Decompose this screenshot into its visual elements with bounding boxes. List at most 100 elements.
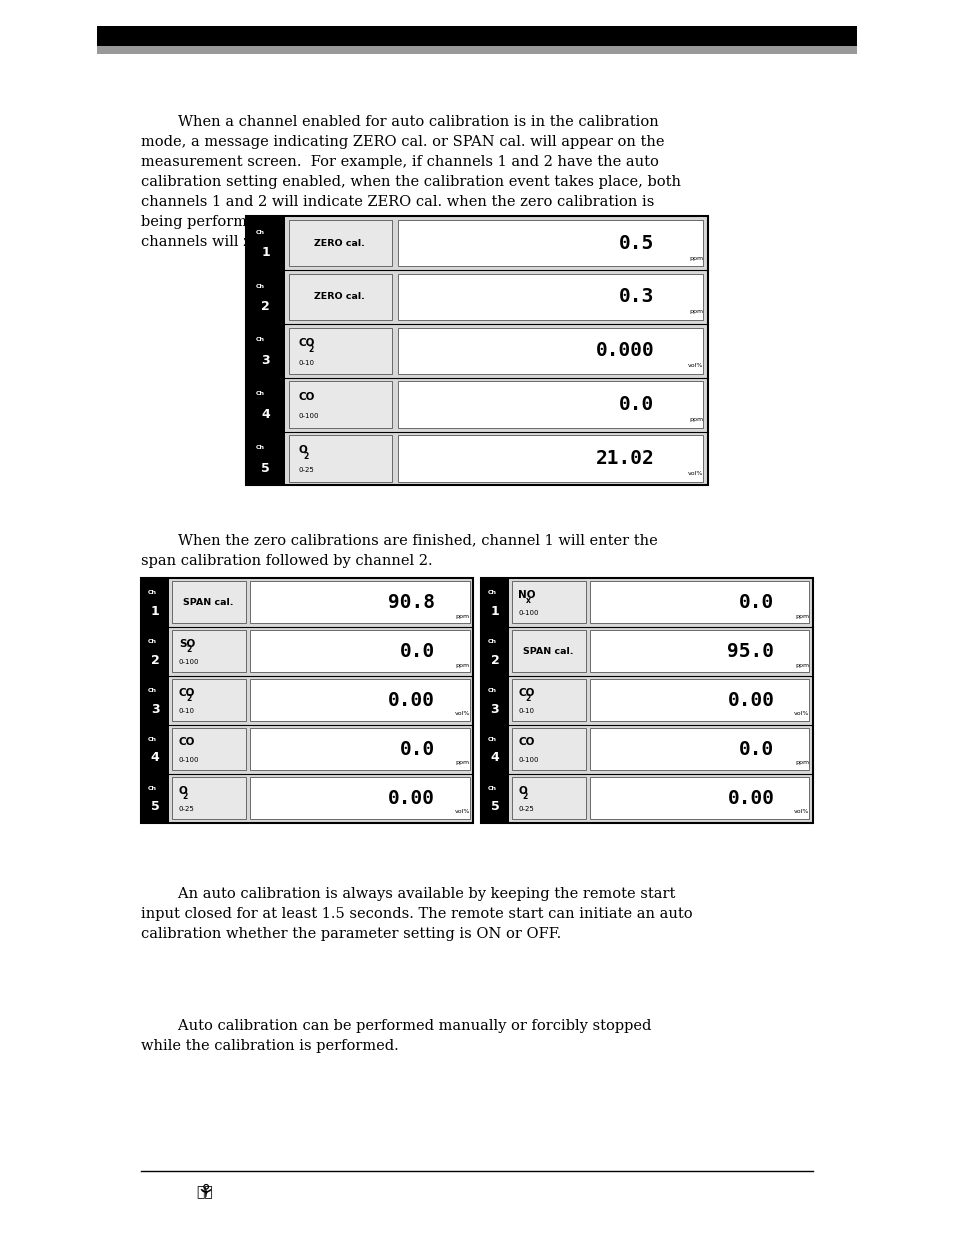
Text: 1: 1 (151, 605, 159, 618)
Text: 2: 2 (151, 653, 159, 667)
Text: Ch: Ch (255, 230, 265, 235)
Bar (172, 679, 246, 721)
Text: 0.0: 0.0 (618, 395, 654, 414)
Text: When a channel enabled for auto calibration is in the calibration
mode, a messag: When a channel enabled for auto calibrat… (141, 115, 680, 249)
Text: 5: 5 (151, 800, 159, 814)
Bar (250, 777, 470, 819)
Text: 2: 2 (186, 646, 192, 655)
Text: vol%: vol% (454, 711, 469, 716)
Bar (250, 679, 470, 721)
Text: ppm: ppm (795, 761, 808, 766)
Bar (511, 582, 585, 624)
Bar (397, 274, 702, 320)
Text: 2: 2 (261, 300, 270, 314)
Text: ⮭⮭: ⮭⮭ (196, 1186, 213, 1199)
Text: ppm: ppm (456, 761, 469, 766)
Text: Ch: Ch (487, 785, 497, 790)
Text: ppm: ppm (456, 662, 469, 668)
Text: 95.0: 95.0 (727, 642, 774, 661)
Text: 2: 2 (186, 694, 192, 703)
Text: 3: 3 (151, 703, 159, 715)
Bar (511, 729, 585, 771)
Text: O: O (178, 785, 188, 795)
Text: 2: 2 (525, 694, 531, 703)
Text: 0-100: 0-100 (178, 659, 199, 666)
Text: When the zero calibrations are finished, channel 1 will enter the
span calibrati: When the zero calibrations are finished,… (141, 534, 658, 568)
Bar (246, 324, 285, 378)
Bar (289, 327, 392, 374)
Bar (589, 679, 809, 721)
Text: Ch: Ch (255, 284, 265, 289)
Text: 0-25: 0-25 (517, 805, 534, 811)
Text: ppm: ppm (456, 614, 469, 619)
Text: 0-100: 0-100 (178, 757, 199, 763)
Text: x: x (525, 597, 530, 605)
Text: 21.02: 21.02 (595, 450, 654, 468)
Text: SPAN cal.: SPAN cal. (522, 647, 573, 656)
Text: 4: 4 (490, 751, 498, 764)
Text: vol%: vol% (793, 711, 808, 716)
Bar (172, 582, 246, 624)
Text: Ch: Ch (148, 590, 157, 595)
Text: CO: CO (178, 688, 195, 698)
Bar (246, 216, 707, 485)
Text: vol%: vol% (687, 471, 702, 475)
Bar (511, 679, 585, 721)
Bar (589, 729, 809, 771)
Text: Ch: Ch (148, 785, 157, 790)
Text: SO: SO (178, 638, 194, 650)
Bar (397, 435, 702, 482)
Text: Ch: Ch (487, 638, 497, 645)
Text: ZERO cal.: ZERO cal. (314, 238, 365, 247)
Text: 0.000: 0.000 (595, 341, 654, 361)
Text: ppm: ppm (795, 662, 808, 668)
Text: O: O (517, 785, 527, 795)
Bar (141, 773, 170, 823)
Bar (141, 578, 473, 823)
Text: ppm: ppm (795, 614, 808, 619)
Bar (480, 725, 509, 773)
Text: 2: 2 (308, 345, 314, 353)
Text: 0.0: 0.0 (739, 593, 774, 611)
Bar (246, 378, 285, 431)
Text: 2: 2 (182, 792, 188, 802)
Bar (480, 627, 509, 676)
Bar (172, 777, 246, 819)
Bar (250, 582, 470, 624)
Text: 0.0: 0.0 (399, 740, 435, 758)
Text: 0-100: 0-100 (517, 610, 538, 616)
Text: 0.00: 0.00 (388, 690, 435, 710)
Text: Ch: Ch (148, 737, 157, 742)
Text: 3: 3 (490, 703, 498, 715)
Text: 0-100: 0-100 (298, 414, 318, 420)
Bar (289, 382, 392, 427)
Bar (589, 630, 809, 672)
Bar (141, 725, 170, 773)
Text: 5: 5 (490, 800, 498, 814)
Text: 0-10: 0-10 (298, 359, 314, 366)
Text: ZERO cal.: ZERO cal. (314, 293, 365, 301)
Bar (289, 435, 392, 482)
Bar (172, 630, 246, 672)
Bar (289, 220, 392, 267)
Text: CO: CO (517, 688, 535, 698)
Text: 1: 1 (261, 246, 270, 259)
Bar (246, 216, 285, 270)
Text: 2: 2 (521, 792, 527, 802)
Bar (589, 582, 809, 624)
Text: CO: CO (298, 391, 314, 401)
Text: Ch: Ch (255, 337, 265, 342)
Bar (250, 729, 470, 771)
Text: 0.00: 0.00 (388, 789, 435, 808)
Text: 4: 4 (261, 408, 270, 421)
Bar (250, 630, 470, 672)
Text: An auto calibration is always available by keeping the remote start
input closed: An auto calibration is always available … (141, 887, 692, 941)
Text: Ch: Ch (255, 391, 265, 396)
Text: O: O (298, 446, 307, 456)
Bar (172, 729, 246, 771)
Text: 3: 3 (261, 354, 270, 367)
Text: ppm: ppm (688, 256, 702, 261)
Text: 0-25: 0-25 (298, 467, 314, 473)
Text: CO: CO (298, 337, 314, 348)
Text: Ch: Ch (255, 445, 265, 451)
